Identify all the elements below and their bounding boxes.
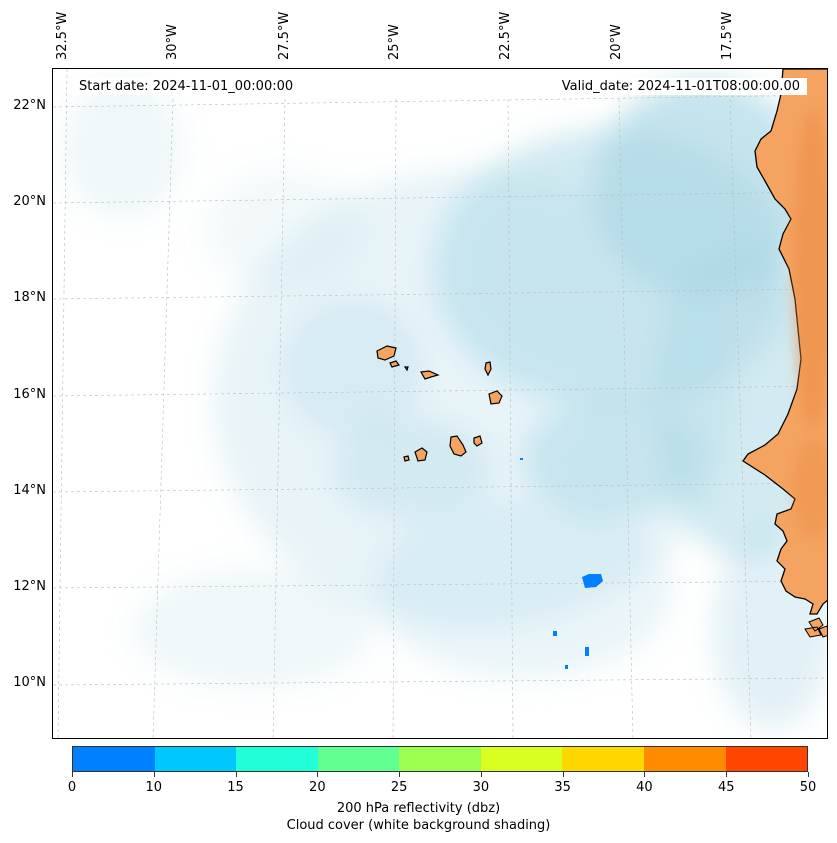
longitude-label: 22.5°W <box>498 11 513 60</box>
colorbar-tick-mark <box>235 772 237 777</box>
map-canvas <box>53 69 827 738</box>
colorbar-tick-label: 10 <box>145 780 163 795</box>
colorbar-segment <box>317 747 400 771</box>
longitude-label: 17.5°W <box>720 11 735 60</box>
cloud-cover-shading <box>63 79 827 729</box>
colorbar-segment <box>725 747 808 771</box>
colorbar-segment <box>73 747 155 771</box>
map-panel: Start date: 2024-11-01_00:00:00 Valid_da… <box>52 68 828 739</box>
longitude-label: 27.5°W <box>277 11 292 60</box>
island-santa-luzia <box>403 366 409 372</box>
colorbar-label: 200 hPa reflectivity (dbz) <box>336 801 501 816</box>
colorbar-tick-label: 35 <box>554 780 571 795</box>
colorbar-segment <box>154 747 237 771</box>
cape-verde-islands <box>376 345 503 462</box>
colorbar <box>72 746 808 772</box>
longitude-label: 32.5°W <box>55 11 70 60</box>
latitude-label: 10°N <box>13 675 46 690</box>
colorbar-tick-mark <box>644 772 646 777</box>
colorbar-tick-mark <box>808 772 809 777</box>
colorbar-tick-label: 50 <box>799 780 817 795</box>
colorbar-tick-mark <box>153 772 155 777</box>
colorbar-sublabel: Cloud cover (white background shading) <box>286 818 551 833</box>
colorbar-segment <box>562 747 644 771</box>
colorbar-tick-mark <box>72 772 73 777</box>
latitude-label: 20°N <box>13 194 46 209</box>
island-santiago <box>449 435 467 457</box>
island-boa-vista <box>488 390 503 405</box>
latitude-label: 14°N <box>13 483 46 498</box>
reflectivity-echoes <box>520 458 603 669</box>
bijagos-islands <box>804 617 827 638</box>
longitude-label: 20°W <box>609 24 624 60</box>
longitude-label: 25°W <box>387 24 402 60</box>
colorbar-tick-label: 45 <box>717 780 735 795</box>
colorbar-tick-label: 40 <box>636 780 653 795</box>
longitude-label: 30°W <box>165 24 180 60</box>
graticule <box>53 69 827 738</box>
colorbar-tick-label: 15 <box>227 780 244 795</box>
valid-date-label: Valid_date: 2024-11-01T08:00:00.00 <box>554 78 807 95</box>
start-date-label: Start date: 2024-11-01_00:00:00 <box>72 78 301 95</box>
latitude-label: 22°N <box>13 98 46 113</box>
colorbar-tick-label: 0 <box>67 780 77 795</box>
colorbar-tick-mark <box>317 772 319 777</box>
colorbar-tick-mark <box>399 772 401 777</box>
colorbar-tick-mark <box>480 772 482 777</box>
land-cloud-overlay <box>793 109 827 539</box>
colorbar-segment <box>399 747 481 771</box>
island-sal <box>484 361 492 377</box>
island-santo-antao <box>376 345 397 361</box>
latitude-label: 12°N <box>13 579 46 594</box>
island-sao-nicolau <box>420 370 440 380</box>
colorbar-segment <box>480 747 563 771</box>
colorbar-tick-mark <box>726 772 728 777</box>
island-maio <box>473 435 483 447</box>
colorbar-tick-label: 25 <box>390 780 408 795</box>
island-sao-vicente <box>389 360 401 368</box>
colorbar-tick-label: 30 <box>472 780 490 795</box>
colorbar-segment <box>643 747 726 771</box>
colorbar-tick-mark <box>562 772 564 777</box>
latitude-label: 18°N <box>13 290 46 305</box>
colorbar-tick-label: 20 <box>309 780 326 795</box>
island-brava <box>403 455 410 462</box>
colorbar-segment <box>236 747 318 771</box>
latitude-label: 16°N <box>13 387 46 402</box>
island-fogo <box>414 447 428 462</box>
